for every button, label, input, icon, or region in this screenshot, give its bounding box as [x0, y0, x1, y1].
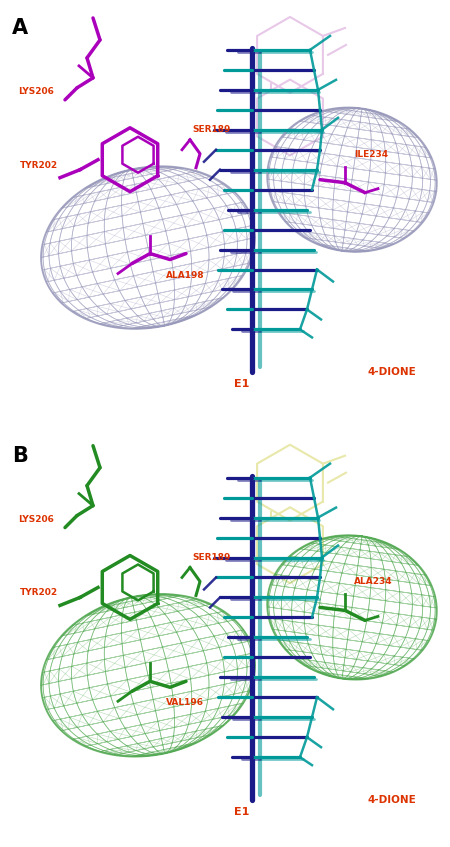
- Text: E1: E1: [234, 379, 250, 390]
- Text: VAL196: VAL196: [166, 698, 204, 707]
- Text: B: B: [12, 446, 28, 466]
- Text: 4-DIONE: 4-DIONE: [367, 795, 416, 805]
- Text: SER189: SER189: [192, 125, 230, 134]
- Text: TYR202: TYR202: [20, 589, 58, 597]
- Text: SER189: SER189: [192, 552, 230, 562]
- Text: A: A: [12, 18, 28, 38]
- Text: TYR202: TYR202: [20, 161, 58, 169]
- Text: LYS206: LYS206: [18, 515, 54, 523]
- Text: LYS206: LYS206: [18, 87, 54, 96]
- Text: ILE234: ILE234: [354, 150, 388, 158]
- Text: E1: E1: [234, 807, 250, 817]
- Text: 4-DIONE: 4-DIONE: [367, 368, 416, 378]
- Text: ALA198: ALA198: [166, 270, 205, 280]
- Text: ALA234: ALA234: [354, 578, 392, 586]
